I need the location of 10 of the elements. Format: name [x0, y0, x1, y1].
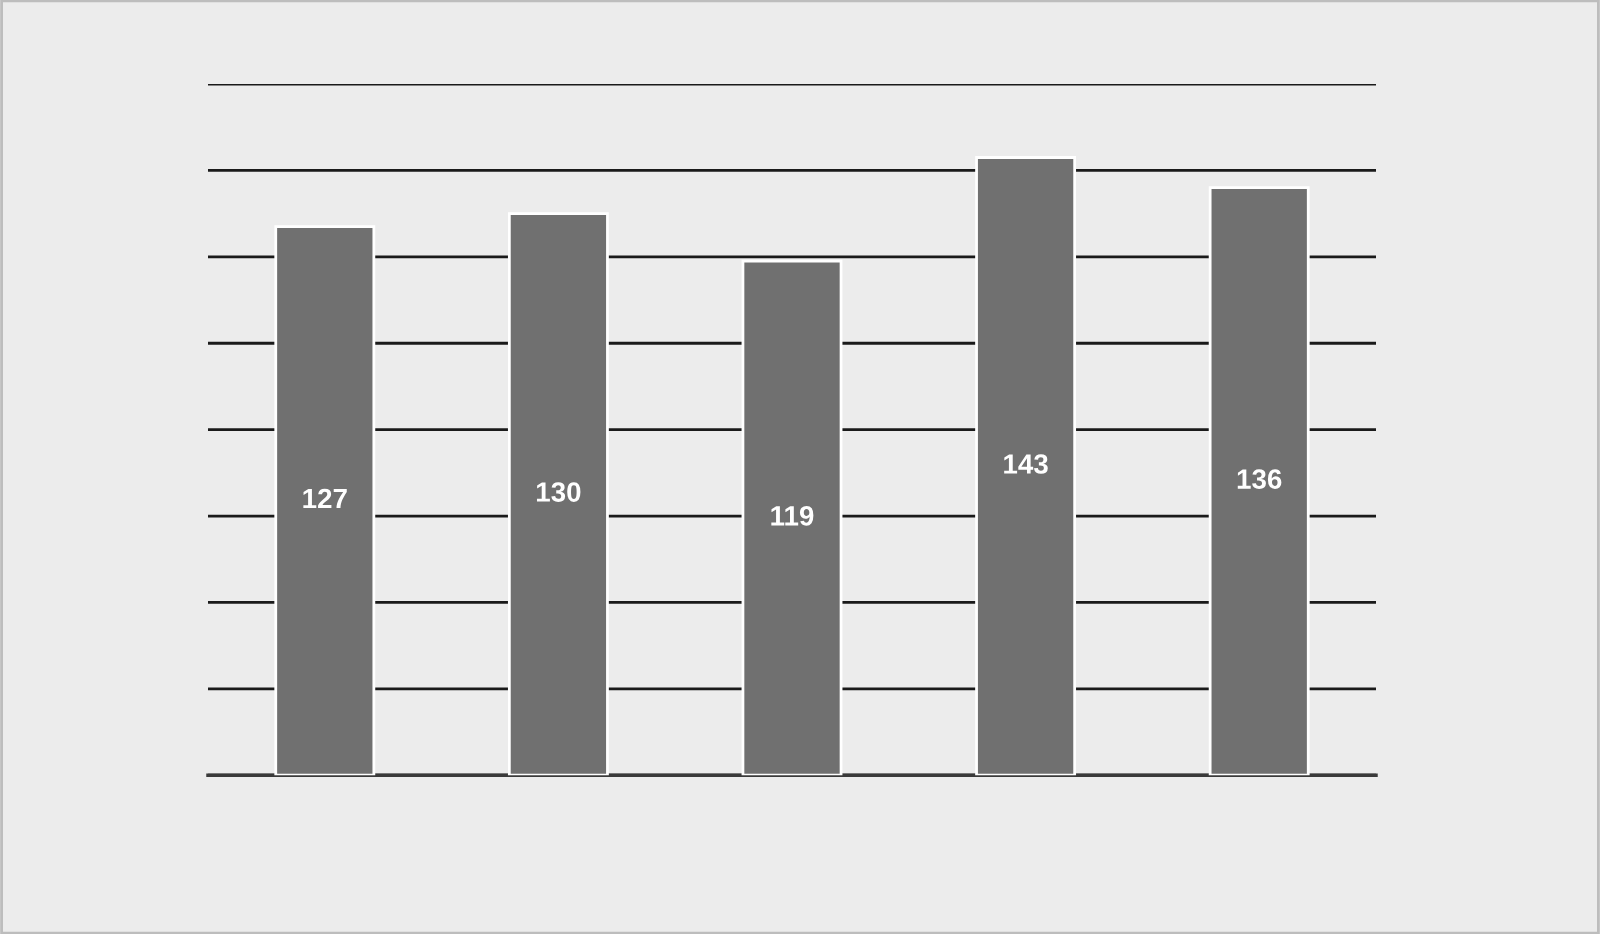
data-label: 143: [1004, 454, 1048, 474]
bar: [274, 225, 376, 776]
bar: [1208, 186, 1310, 776]
data-label: 119: [771, 505, 814, 526]
bar: [741, 259, 843, 776]
data-label: 136: [1237, 469, 1282, 489]
bar: [975, 156, 1077, 776]
bar: [507, 212, 609, 776]
data-label: 130: [536, 482, 581, 502]
data-label: 127: [303, 488, 347, 509]
